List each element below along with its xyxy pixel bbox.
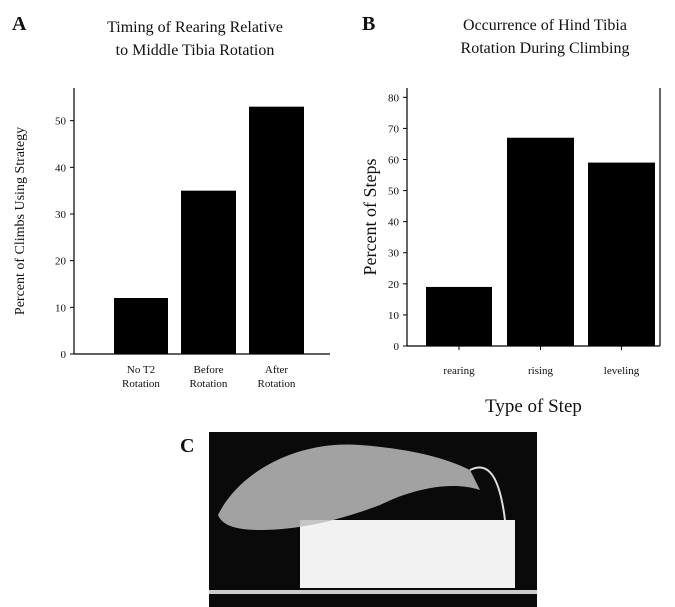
y-tick-label: 20 (55, 256, 67, 268)
y-tick-label: 40 (55, 162, 67, 174)
y-tick-label: 0 (394, 341, 400, 353)
y-tick-label: 30 (388, 248, 400, 260)
bar (249, 106, 304, 355)
photo-ledge (209, 590, 537, 594)
photo-insect (218, 444, 480, 530)
bar (114, 298, 168, 354)
photo-block (300, 520, 515, 588)
x-tick-label: rearing (443, 365, 475, 377)
y-tick-label: 40 (388, 217, 400, 229)
chart-title: Rotation During Climbing (461, 40, 630, 57)
y-tick-label: 50 (55, 116, 67, 128)
chart-title: to Middle Tibia Rotation (116, 42, 275, 59)
y-tick-label: 80 (388, 92, 400, 104)
y-tick-label: 50 (388, 186, 400, 198)
y-tick-label: 30 (55, 209, 67, 221)
x-tick-label: No T2 Rotation (122, 364, 160, 390)
y-tick-label: 70 (388, 123, 400, 135)
panel-label: B (362, 13, 375, 35)
x-tick-label: After Rotation (258, 364, 296, 390)
y-axis-label: Percent of Steps (360, 159, 380, 276)
y-axis-label: Percent of Climbs Using Strategy (13, 127, 28, 315)
bar (426, 286, 492, 346)
y-tick-label: 20 (388, 279, 400, 291)
y-tick-label: 60 (388, 154, 400, 166)
photo-antenna (469, 466, 506, 521)
bar (181, 190, 236, 354)
photo (209, 432, 537, 607)
bar (588, 162, 655, 346)
y-tick-label: 0 (61, 349, 67, 361)
y-tick-label: 10 (388, 310, 400, 322)
panel-label: A (12, 13, 27, 35)
chart-title: Occurrence of Hind Tibia (463, 17, 627, 34)
y-tick-label: 10 (55, 302, 67, 314)
bar (507, 137, 574, 346)
panel-label: C (180, 435, 194, 457)
chart-title: Timing of Rearing Relative (107, 19, 283, 36)
x-tick-label: leveling (604, 365, 640, 377)
x-tick-label: rising (528, 365, 554, 377)
x-axis-label: Type of Step (485, 396, 582, 417)
chart: B Occurrence of Hind Tibia Rotation During… (360, 13, 661, 417)
x-tick-label: Before Rotation (190, 364, 228, 390)
chart: A Timing of Rearing Relative to Middle Tib… (12, 13, 330, 390)
